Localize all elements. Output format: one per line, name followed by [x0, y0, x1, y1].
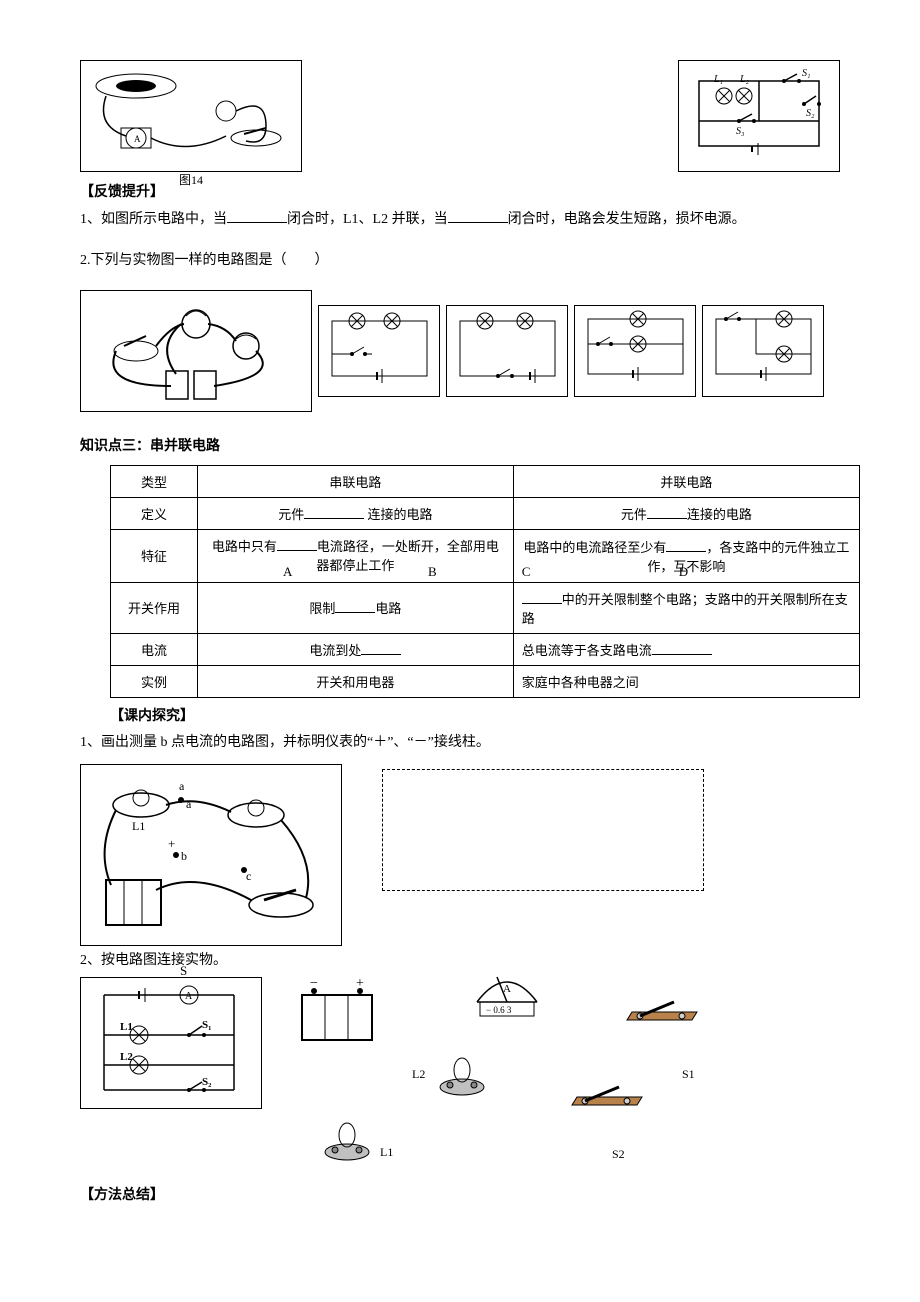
blank-sw-p[interactable] [522, 589, 562, 604]
svg-text:S₂: S₂ [806, 108, 815, 119]
label-D: D [679, 564, 688, 580]
kp3-heading: 知识点三：串并联电路 [80, 436, 840, 458]
th-parallel: 并联电路 [513, 465, 859, 497]
svg-text:a: a [179, 779, 185, 793]
ammeter-component[interactable]: A − 0.6 3 [462, 962, 552, 1022]
row-current-series: 电流到处 [198, 633, 514, 665]
label-A: A [283, 564, 292, 580]
row-feature-parallel: 电路中的电流路径至少有，各支路中的元件独立工作，互不影响 C D [513, 529, 859, 582]
q1-pre: 1、如图所示电路中，当 [80, 212, 227, 227]
svg-text:+: + [356, 977, 364, 991]
row-def-series: 元件 连接的电路 [198, 497, 514, 529]
question-1: 1、如图所示电路中，当 闭合时，L1、L2 并联，当 闭合时，电路会发生短路，损坏电… [80, 208, 840, 231]
blank-sw-s[interactable] [335, 598, 375, 613]
label-S: S [180, 963, 187, 979]
exercise-1-row: a a b + c L1 [80, 764, 840, 946]
th-series: 串联电路 [198, 465, 514, 497]
blank-feat-s[interactable] [277, 536, 317, 551]
bulb-l2-component[interactable] [432, 1052, 492, 1097]
svg-text:S₁: S₁ [202, 1019, 211, 1031]
label-s2: S2 [612, 1147, 625, 1162]
series-parallel-table: 类型 串联电路 并联电路 定义 元件 连接的电路 元件连接的电路 特征 电路中只… [110, 465, 860, 698]
svg-text:−: − [310, 977, 318, 991]
top-figure-row: A 图14 L₁ L₂ [80, 60, 840, 172]
q2-circuit-text: 2、按电路图连接实物。 [80, 950, 840, 972]
exercise-1-photo: a a b + c L1 [80, 764, 342, 946]
q1-end: 闭合时，电路会发生短路，损坏电源。 [508, 212, 746, 227]
svg-text:A: A [185, 991, 193, 1002]
label-B: B [428, 564, 437, 580]
svg-text:L1: L1 [120, 1021, 133, 1033]
row-def-label: 定义 [111, 497, 198, 529]
blank-feat-p[interactable] [666, 537, 706, 552]
blank-cur-p[interactable] [652, 640, 712, 655]
answer-dashed-box[interactable] [382, 769, 704, 891]
q2-option-d[interactable] [702, 305, 824, 397]
svg-text:A: A [503, 983, 511, 995]
switch-component-mid[interactable] [567, 1077, 647, 1112]
physical-components-area[interactable]: −+ A − 0.6 3 L2 [292, 977, 722, 1177]
q2-figure-row [80, 290, 840, 412]
row-switch-series: 限制电路 [198, 582, 514, 633]
svg-text:S₁: S₁ [802, 68, 810, 79]
bulb-l1-component[interactable] [317, 1117, 377, 1162]
svg-text:c: c [246, 869, 251, 883]
method-heading: 【方法总结】 [80, 1185, 840, 1207]
q2-option-c[interactable] [574, 305, 696, 397]
svg-text:− 0.6 3: − 0.6 3 [486, 1005, 512, 1015]
switch-component-top[interactable] [622, 992, 702, 1027]
svg-text:L₂: L₂ [739, 74, 750, 85]
q2-option-b[interactable] [446, 305, 568, 397]
blank-1[interactable] [227, 208, 287, 223]
blank-cur-s[interactable] [361, 640, 401, 655]
svg-text:L1: L1 [132, 819, 145, 833]
row-switch-label: 开关作用 [111, 582, 198, 633]
label-l2: L2 [412, 1067, 425, 1082]
blank-2[interactable] [448, 208, 508, 223]
label-s1: S1 [682, 1067, 695, 1082]
svg-text:+: + [168, 836, 175, 851]
row-current-label: 电流 [111, 633, 198, 665]
svg-text:L₁: L₁ [713, 74, 723, 85]
battery-component[interactable]: −+ [292, 977, 387, 1047]
svg-text:b: b [181, 849, 187, 863]
figure-circuit-right: L₁ L₂ S₁ S₂ S₃ [678, 60, 840, 172]
figure-14-caption: 图14 [179, 171, 203, 188]
row-switch-parallel: 中的开关限制整个电路；支路中的开关限制所在支路 [513, 582, 859, 633]
given-circuit-diagram: A L1 L2 S₁ S₂ [80, 977, 262, 1109]
figure-14: A [80, 60, 302, 172]
row-feature-label: 特征 [111, 529, 198, 582]
label-l1: L1 [380, 1145, 393, 1160]
row-def-parallel: 元件连接的电路 [513, 497, 859, 529]
q2-physical-photo [80, 290, 312, 412]
svg-text:A: A [134, 134, 141, 144]
svg-text:L2: L2 [120, 1051, 133, 1063]
svg-text:a: a [186, 797, 192, 811]
svg-text:S₂: S₂ [202, 1076, 212, 1088]
inclass-heading: 【课内探究】 [110, 706, 840, 728]
th-type: 类型 [111, 465, 198, 497]
row-current-parallel: 总电流等于各支路电流 [513, 633, 859, 665]
row-example-series: 开关和用电器 [198, 665, 514, 697]
inclass-q1: 1、画出测量 b 点电流的电路图，并标明仪表的“＋”、“－”接线柱。 [80, 732, 840, 754]
exercise-2-row: A L1 L2 S₁ S₂ S −+ [80, 977, 840, 1177]
q2-option-a[interactable] [318, 305, 440, 397]
row-example-label: 实例 [111, 665, 198, 697]
row-feature-series: 电路中只有电流路径，一处断开，全部用电器都停止工作 A B [198, 529, 514, 582]
row-example-parallel: 家庭中各种电器之间 [513, 665, 859, 697]
svg-text:S₃: S₃ [736, 126, 745, 137]
blank-def-s[interactable] [304, 504, 364, 519]
question-2: 2.下列与实物图一样的电路图是（ ） [80, 250, 840, 272]
q1-mid: 闭合时，L1、L2 并联，当 [287, 212, 448, 227]
blank-def-p[interactable] [647, 504, 687, 519]
label-C: C [522, 564, 531, 580]
